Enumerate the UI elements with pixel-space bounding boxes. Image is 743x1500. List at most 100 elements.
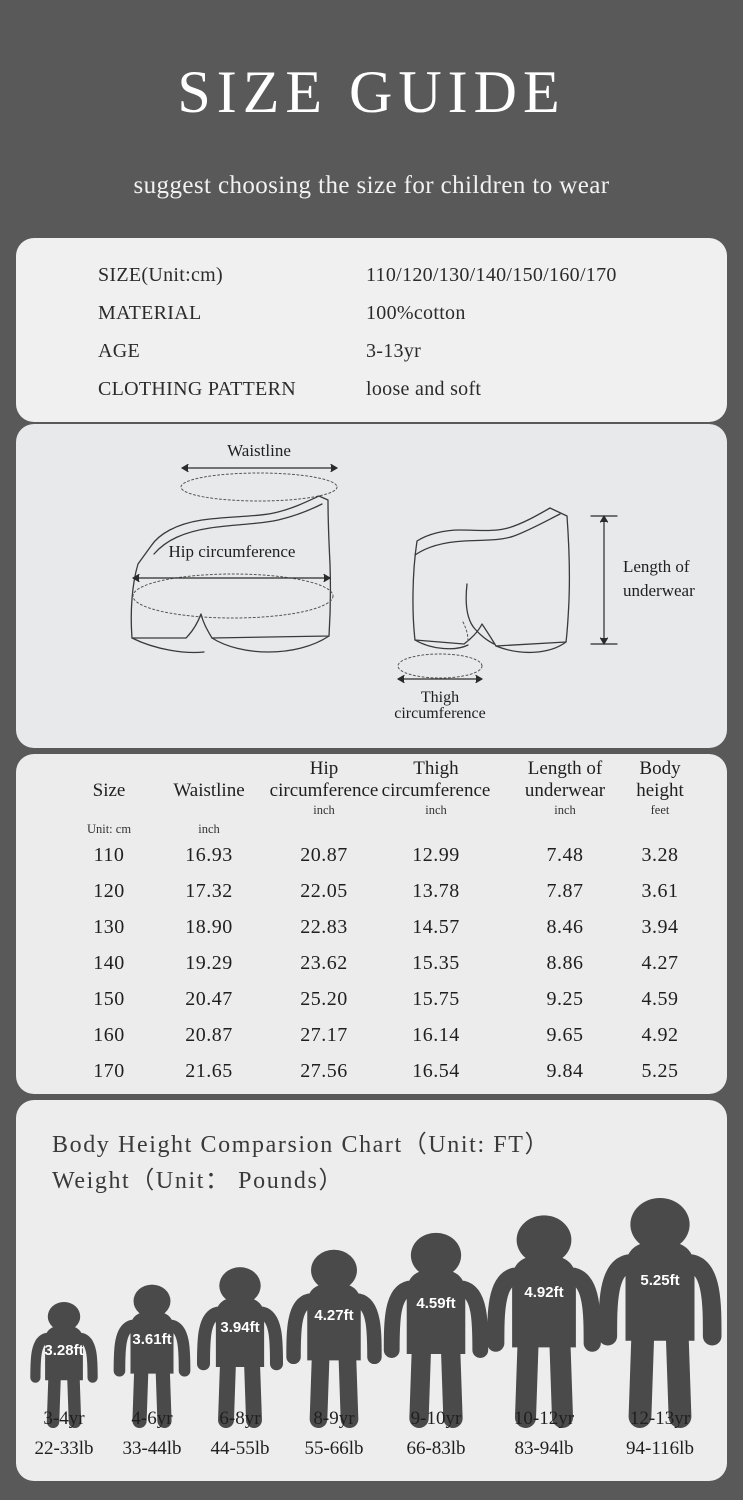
info-value-material: 100%cotton [366,302,466,324]
person-figure [383,1232,489,1429]
figure-weight-label: 66-83lb [406,1438,466,1459]
height-comparison-figures [30,1198,722,1429]
figure-torso [307,1282,361,1361]
figure-arm [454,1280,489,1358]
table-cell-hip: 27.56 [300,1060,348,1082]
table-header-thigh-unit: inch [425,803,447,817]
figure-height-value: 3.28ft [44,1342,84,1360]
table-header-body-height-line2: height [636,780,684,801]
figure-leg [155,1363,172,1429]
thigh-circumference-label-line2: circumference [394,705,485,722]
table-header-waistline: Waistline inch [146,780,272,837]
table-cell-length: 9.84 [546,1060,584,1082]
figure-head [630,1198,690,1251]
figure-height-value: 4.27ft [314,1306,354,1324]
info-row: MATERIAL 100%cotton [16,302,727,340]
info-value-pattern: loose and soft [366,378,482,400]
info-label-material: MATERIAL [98,302,202,324]
thigh-circumference-label-line1: Thigh [421,689,459,706]
figure-leg [338,1348,359,1429]
hip-circumference-label: Hip circumference [169,542,296,561]
length-underwear-label-line1: Length of [623,557,690,576]
table-header-body-height-line1: Body [639,758,681,779]
table-cell-thigh: 12.99 [412,844,460,866]
figure-leg [628,1324,655,1428]
figure-arm [76,1332,98,1383]
table-header-hip: Hip circumference inch [242,758,406,818]
thigh-arrow [397,674,483,684]
figure-torso [130,1311,174,1374]
table-header-thigh-line2: circumference [381,780,491,801]
table-cell-length: 7.87 [546,880,584,902]
chart-title-line2: Weight（Unit： Pounds） [52,1168,345,1194]
figure-leg [440,1340,463,1429]
table-header-thigh: Thigh circumference inch [354,758,518,818]
info-value-age: 3-13yr [366,340,422,362]
table-cell-size: 150 [93,988,125,1010]
table-cell-thigh: 13.78 [412,880,460,902]
table-cell-size: 120 [93,880,125,902]
table-cell-thigh: 15.75 [412,988,460,1010]
figure-leg [309,1348,330,1429]
waistline-label: Waistline [227,441,291,460]
table-header-hip-line1: Hip [309,758,339,779]
table-cell-length: 8.86 [546,952,584,974]
figure-arm [196,1306,225,1371]
figure-leg [665,1324,692,1428]
figure-arm [682,1254,722,1346]
figure-leg [67,1371,82,1428]
table-header-size-unit: Unit: cm [86,822,132,836]
waistline-ellipse [180,472,338,502]
table-cell-thigh: 16.14 [412,1024,460,1046]
figure-arm [351,1293,382,1365]
figure-arm [113,1319,139,1377]
figure-height-value: 4.59ft [416,1295,456,1313]
table-cell-waistline: 16.93 [185,844,233,866]
figure-arm [165,1319,191,1377]
table-cell-height: 3.61 [641,880,679,902]
thigh-ellipse [397,653,483,679]
figure-height-value: 3.94ft [220,1318,260,1336]
figure-weight-label: 33-44lb [122,1438,182,1459]
front-right-leg-opening [211,635,330,653]
figure-weight-label: 22-33lb [34,1438,94,1459]
figure-arm [598,1254,638,1346]
figure-torso [45,1325,83,1381]
figure-age-label: 8-9yr [313,1408,355,1429]
table-header-waistline-unit: inch [198,822,220,836]
figure-torso [406,1269,466,1354]
figure-age-label: 3-4yr [43,1408,85,1429]
figure-torso [512,1254,576,1348]
figure-arm [255,1306,284,1371]
figure-arm [564,1267,601,1352]
info-label-size: SIZE(Unit:cm) [98,264,223,286]
person-figure [286,1249,382,1429]
figure-head [133,1284,171,1318]
figure-leg [244,1355,262,1428]
page-title: SIZE GUIDE [177,59,566,125]
table-cell-length: 8.46 [546,916,584,938]
info-row: AGE 3-13yr [16,340,727,378]
figure-leg [549,1332,574,1428]
table-cell-waistline: 20.47 [185,988,233,1010]
front-left-leg-opening [131,637,205,654]
figure-arm [286,1293,317,1365]
size-table-panel: Size Unit: cm Waistline inch Hip circumf… [16,754,727,1094]
table-header-waistline-label: Waistline [173,780,245,801]
person-figure [196,1267,284,1428]
table-cell-waistline: 18.90 [185,916,233,938]
table-header-hip-line2: circumference [269,780,379,801]
figure-arm [487,1267,524,1352]
info-label-age: AGE [98,340,141,362]
figure-height-value: 4.92ft [524,1283,564,1301]
table-cell-waistline: 20.87 [185,1024,233,1046]
info-row: SIZE(Unit:cm) 110/120/130/140/150/160/17… [16,264,727,302]
front-waistband-line [153,503,323,555]
figure-leg [46,1371,61,1428]
figure-height-value: 5.25ft [640,1271,680,1289]
table-header-length: Length of underwear inch [494,758,636,818]
table-header-body-height-unit: feet [650,803,670,817]
length-arrow [590,515,618,645]
info-value-size: 110/120/130/140/150/160/170 [366,264,617,286]
